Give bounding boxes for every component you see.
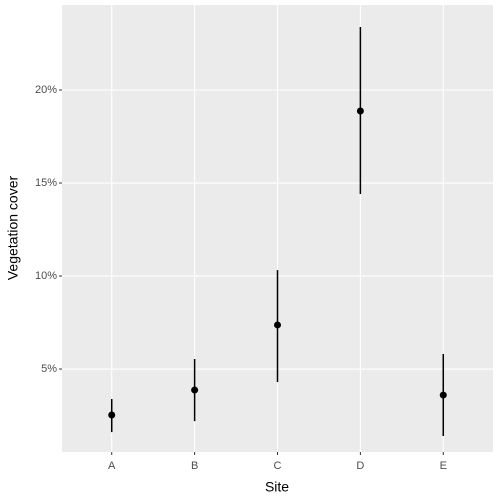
point xyxy=(439,391,447,399)
y-axis-title: Vegetation cover xyxy=(5,176,21,281)
point xyxy=(356,107,364,115)
x-axis-title: Site xyxy=(265,479,289,495)
x-tick-label: A xyxy=(108,460,116,472)
y-tick-label: 5% xyxy=(41,363,57,375)
point xyxy=(191,386,199,394)
x-tick-label: B xyxy=(191,460,198,472)
point xyxy=(108,411,116,419)
x-tick-label: D xyxy=(356,460,364,472)
x-tick-label: C xyxy=(274,460,282,472)
y-tick-label: 20% xyxy=(35,84,57,96)
plot-layer: 5% 10% 15% 20% A B C D E xyxy=(35,5,493,472)
x-tick-label: E xyxy=(440,460,447,472)
point xyxy=(274,321,281,329)
y-tick-label: 10% xyxy=(35,270,57,282)
y-tick-label: 15% xyxy=(35,177,57,189)
